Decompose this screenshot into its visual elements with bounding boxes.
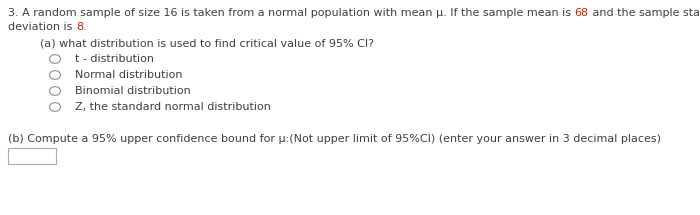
FancyBboxPatch shape: [8, 148, 56, 164]
Text: 68: 68: [575, 8, 589, 18]
Text: Z, the standard normal distribution: Z, the standard normal distribution: [75, 102, 271, 112]
Text: .: .: [83, 22, 87, 32]
Text: (a) what distribution is used to find critical value of 95% CI?: (a) what distribution is used to find cr…: [40, 38, 374, 48]
Text: Binomial distribution: Binomial distribution: [75, 86, 190, 96]
Text: (b) Compute a 95% upper confidence bound for μ:(Not upper limit of 95%CI) (enter: (b) Compute a 95% upper confidence bound…: [8, 134, 661, 144]
Text: Normal distribution: Normal distribution: [75, 70, 183, 80]
Text: deviation is: deviation is: [8, 22, 76, 32]
Text: 8: 8: [76, 22, 83, 32]
Text: and the sample standard: and the sample standard: [589, 8, 700, 18]
Text: 3. A random sample of size 16 is taken from a normal population with mean μ. If : 3. A random sample of size 16 is taken f…: [8, 8, 575, 18]
Text: t - distribution: t - distribution: [75, 54, 154, 64]
